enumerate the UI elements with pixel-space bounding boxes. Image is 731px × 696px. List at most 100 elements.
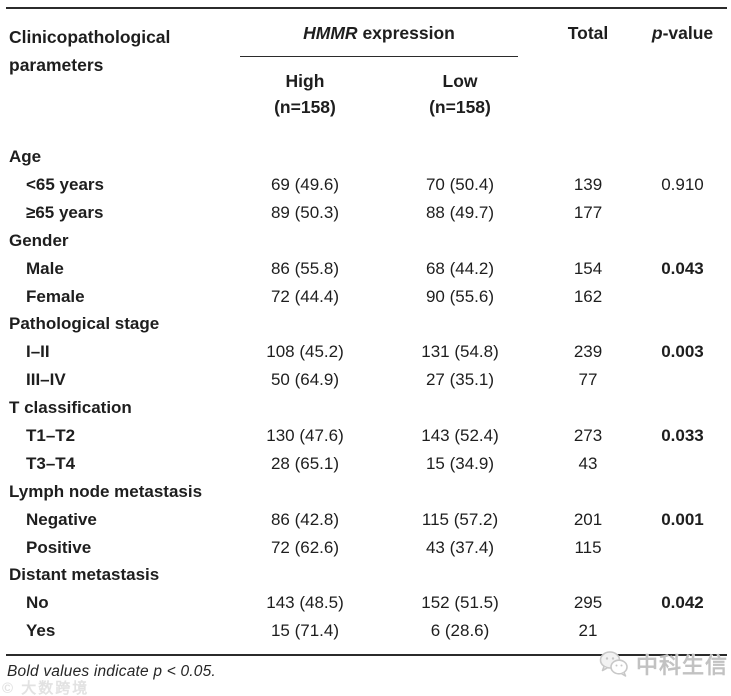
- total-value: [548, 310, 628, 338]
- total-value: 115: [574, 537, 602, 557]
- column-header-total: Total: [567, 23, 609, 43]
- total-value: 77: [578, 370, 598, 390]
- high-value: 50 (64.9): [270, 370, 340, 390]
- low-value: [372, 561, 548, 589]
- total-value: [548, 561, 628, 589]
- footnote: Bold values indicate p < 0.05.: [7, 663, 216, 680]
- low-value: 131 (54.8): [421, 342, 499, 362]
- total-value: [548, 227, 628, 255]
- row-label: Lymph node metastasis: [9, 481, 203, 501]
- total-value: [548, 478, 628, 506]
- high-value: [238, 394, 372, 422]
- hmmr-gene-name: HMMR: [303, 23, 358, 43]
- high-label: High: [285, 71, 325, 91]
- low-value: [372, 227, 548, 255]
- row-label: Age: [9, 147, 42, 166]
- expression-label: expression: [357, 23, 455, 43]
- low-value: 6 (28.6): [430, 621, 490, 641]
- low-value: 70 (50.4): [425, 174, 495, 194]
- high-value: [238, 310, 372, 338]
- table-row: ≥65 years 89 (50.3) 88 (49.7) 177: [6, 199, 727, 227]
- low-value: 43 (37.4): [425, 537, 495, 557]
- p-symbol: p: [651, 23, 663, 43]
- low-value: [372, 131, 548, 171]
- total-value: 21: [578, 621, 598, 641]
- low-value: 27 (35.1): [425, 370, 495, 390]
- high-value: [238, 227, 372, 255]
- table-body: Age <65 years 69 (49.6) 70 (50.4) 139 0.…: [6, 131, 727, 652]
- high-value: [238, 561, 372, 589]
- clinicopathological-table: Clinicopathological parameters HMMR expr…: [6, 9, 727, 652]
- table-row: Gender: [6, 227, 727, 255]
- low-label: Low: [442, 71, 478, 91]
- high-value: 15 (71.4): [270, 621, 340, 641]
- high-value: 72 (62.6): [270, 537, 340, 557]
- p-value: [628, 283, 727, 311]
- p-value: 0.043: [661, 258, 704, 278]
- low-value: [372, 310, 548, 338]
- total-value: 295: [573, 593, 603, 613]
- row-label: III–IV: [26, 370, 66, 390]
- high-value: 69 (49.6): [270, 174, 340, 194]
- table-row: No 143 (48.5) 152 (51.5) 295 0.042: [6, 589, 727, 617]
- table-row: Age: [6, 131, 727, 171]
- total-value: 43: [578, 453, 598, 473]
- header-row-sub: High (n=158) Low (n=158): [6, 59, 727, 131]
- table-row: Lymph node metastasis: [6, 478, 727, 506]
- p-value: [628, 394, 727, 422]
- p-value: [628, 199, 727, 227]
- column-header-p-value: p-value: [628, 9, 727, 131]
- header-row-main: Clinicopathological parameters HMMR expr…: [6, 9, 727, 75]
- total-value: 162: [573, 286, 603, 306]
- p-value: 0.003: [661, 342, 704, 362]
- high-value: 89 (50.3): [270, 202, 340, 222]
- table-row: T3–T4 28 (65.1) 15 (34.9) 43: [6, 450, 727, 478]
- row-label: ≥65 years: [26, 202, 104, 222]
- high-value: 108 (45.2): [266, 342, 344, 362]
- p-value: [628, 478, 727, 506]
- row-label: Distant metastasis: [9, 565, 160, 585]
- total-value: 239: [573, 342, 603, 362]
- table-row: Pathological stage: [6, 310, 727, 338]
- low-n-count: (n=158): [429, 97, 491, 117]
- hmmr-expression-group-label: HMMR expression: [240, 9, 518, 57]
- column-header-parameters: Clinicopathological parameters: [9, 27, 171, 75]
- total-value: 201: [573, 509, 603, 529]
- table-row: T1–T2 130 (47.6) 143 (52.4) 273 0.033: [6, 422, 727, 450]
- p-value: 0.910: [661, 174, 704, 194]
- p-value: [628, 227, 727, 255]
- row-label: T classification: [9, 398, 132, 418]
- low-value: 152 (51.5): [421, 593, 499, 613]
- high-value: 130 (47.6): [266, 425, 344, 445]
- high-value: 86 (42.8): [270, 509, 340, 529]
- p-value: [628, 617, 727, 652]
- high-value: 143 (48.5): [266, 593, 344, 613]
- low-value: 88 (49.7): [425, 202, 495, 222]
- total-value: 139: [573, 174, 603, 194]
- low-value: 15 (34.9): [425, 453, 495, 473]
- total-value: [548, 394, 628, 422]
- high-value: 86 (55.8): [270, 258, 340, 278]
- table-row: Yes 15 (71.4) 6 (28.6) 21: [6, 617, 727, 652]
- table-row: T classification: [6, 394, 727, 422]
- low-value: [372, 478, 548, 506]
- p-value: 0.001: [661, 509, 704, 529]
- high-value: [238, 131, 372, 171]
- table-row: Positive 72 (62.6) 43 (37.4) 115: [6, 534, 727, 562]
- total-value: 177: [573, 202, 603, 222]
- p-value-suffix: -value: [662, 23, 714, 43]
- row-label: Pathological stage: [9, 314, 160, 334]
- low-value: [372, 394, 548, 422]
- row-label: Negative: [26, 509, 97, 529]
- brand-watermark-text: 中科生信: [635, 653, 728, 678]
- row-label: Positive: [26, 537, 92, 557]
- faint-watermark: © 大数跨境: [2, 680, 90, 696]
- column-group-hmmr-expression: HMMR expression: [238, 9, 548, 59]
- table-row: I–II 108 (45.2) 131 (54.8) 239 0.003: [6, 338, 727, 366]
- p-value: [628, 131, 727, 171]
- p-value: [628, 310, 727, 338]
- top-rule: [6, 7, 727, 9]
- table-row: III–IV 50 (64.9) 27 (35.1) 77: [6, 366, 727, 394]
- table-row: Male 86 (55.8) 68 (44.2) 154 0.043: [6, 255, 727, 283]
